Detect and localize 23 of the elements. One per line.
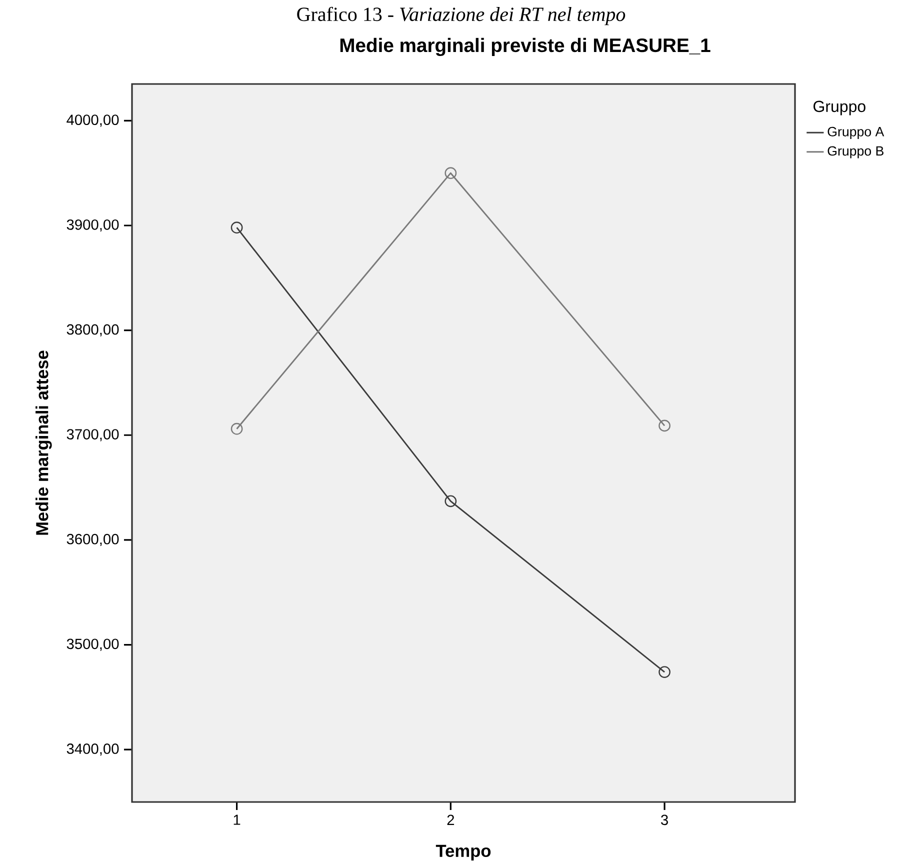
y-tick-label: 3800,00	[66, 324, 119, 336]
legend-label: Gruppo B	[828, 146, 884, 158]
point	[444, 167, 457, 180]
point	[230, 222, 243, 234]
chart-title: Grafico 13 - Variazione dei RT nel tempo	[297, 6, 626, 26]
x-tick-label: 1	[234, 814, 240, 825]
y-tick-label: 4000,00	[66, 114, 119, 127]
point	[658, 420, 670, 432]
y-tick-label: 3500,00	[66, 638, 119, 651]
legend-label: Gruppo A	[828, 126, 884, 139]
legend-title: Gruppo	[814, 100, 866, 116]
y-axis-title: Medie marginali attese	[36, 350, 52, 535]
point	[230, 422, 243, 435]
y-tick-label: 3900,00	[66, 219, 119, 232]
y-tick-label: 3600,00	[66, 534, 119, 546]
point	[444, 495, 457, 508]
chart-subtitle: Medie marginali previste di MEASURE_1	[340, 38, 710, 56]
x-axis-title: Tempo	[436, 844, 491, 860]
y-tick-label: 3700,00	[66, 429, 119, 442]
x-tick-label: 2	[447, 814, 454, 825]
x-tick-label: 3	[661, 814, 668, 826]
y-tick-label: 3400,00	[66, 744, 119, 756]
point	[658, 666, 670, 678]
